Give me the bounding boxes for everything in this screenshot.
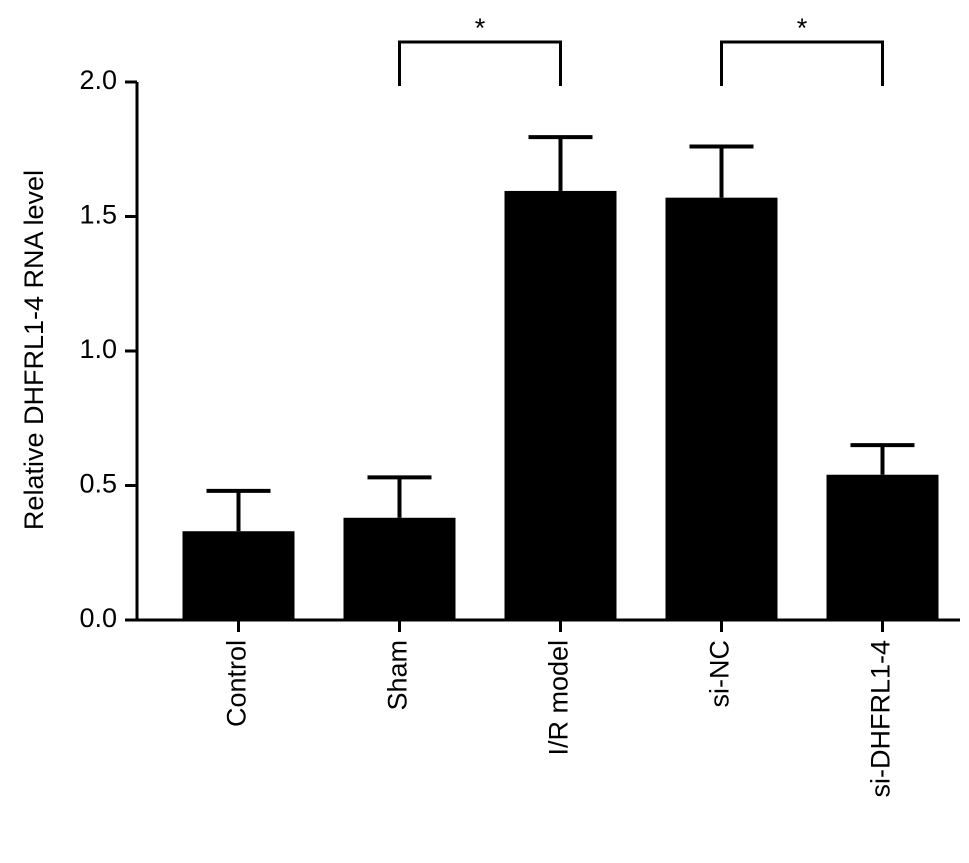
y-tick-label: 0.0 [79, 603, 117, 633]
significance-bracket [398, 40, 562, 86]
significance-bracket [720, 40, 884, 86]
y-tick-label: 0.5 [79, 469, 117, 499]
bar [182, 531, 295, 620]
x-tick-label: Sham [383, 640, 413, 711]
bar [504, 190, 617, 620]
y-axis-label: Relative DHFRL1-4 RNA level [19, 170, 49, 530]
y-tick-label: 1.5 [79, 200, 117, 230]
bar [826, 474, 939, 620]
x-tick-label: si-NC [705, 640, 735, 708]
significance-label: * [475, 13, 486, 43]
bar [343, 517, 456, 620]
significance-label: * [797, 13, 808, 43]
y-tick-label: 1.0 [79, 334, 117, 364]
x-tick-label: Control [222, 640, 252, 727]
x-tick-label: I/R model [544, 640, 574, 756]
x-tick-label: si-DHFRL1-4 [866, 640, 896, 798]
bar [665, 197, 778, 621]
y-tick-label: 2.0 [79, 65, 117, 95]
